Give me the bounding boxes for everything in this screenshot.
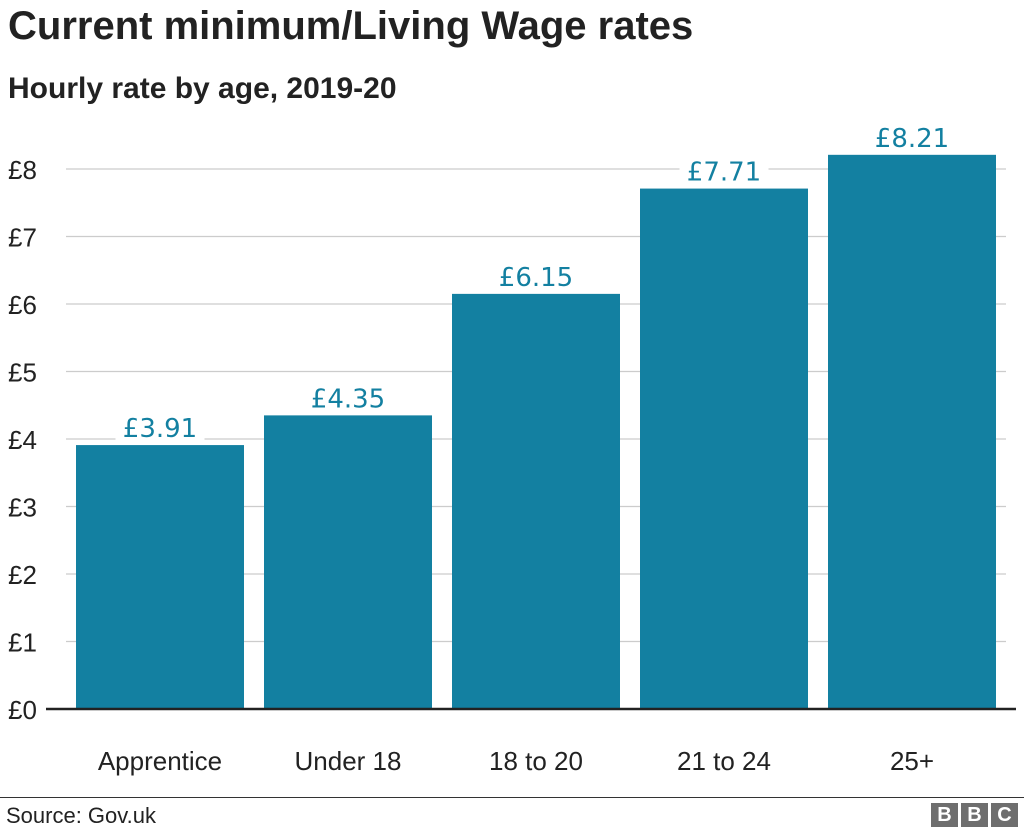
source-note: Source: Gov.uk bbox=[6, 803, 156, 828]
chart-title: Current minimum/Living Wage rates bbox=[8, 4, 694, 48]
y-tick-label: £4 bbox=[8, 425, 37, 455]
y-tick-label: £7 bbox=[8, 223, 37, 253]
data-label-background bbox=[303, 384, 393, 412]
logo-letter-b2: B bbox=[961, 803, 988, 827]
x-tick-label: 25+ bbox=[890, 746, 934, 776]
logo-letter-c: C bbox=[991, 803, 1018, 827]
bar-chart: £0 £1 £2 £3 £4 £5 £6 £7 £8 £3.91 Apprentice £4.35 Un… bbox=[8, 123, 1016, 776]
bar bbox=[76, 445, 244, 709]
x-tick-label: 18 to 20 bbox=[489, 746, 583, 776]
bar bbox=[452, 293, 620, 709]
y-tick-label: £0 bbox=[8, 695, 37, 725]
data-label: £8.21 bbox=[875, 124, 949, 154]
bbc-logo: B B C bbox=[931, 803, 1018, 827]
x-tick-label: Under 18 bbox=[295, 746, 402, 776]
data-label-background bbox=[867, 123, 957, 151]
bar bbox=[264, 415, 432, 709]
data-label-background bbox=[491, 262, 581, 290]
bar bbox=[640, 188, 808, 709]
data-label-background bbox=[679, 157, 769, 185]
data-label: £7.71 bbox=[687, 158, 761, 188]
footer-divider bbox=[0, 797, 1024, 798]
bar bbox=[828, 154, 996, 709]
data-label: £4.35 bbox=[311, 384, 385, 414]
y-tick-label: £3 bbox=[8, 493, 37, 523]
x-tick-label: Apprentice bbox=[98, 746, 222, 776]
data-label: £6.15 bbox=[499, 263, 573, 293]
logo-letter-b1: B bbox=[931, 803, 958, 827]
y-tick-label: £5 bbox=[8, 358, 37, 388]
y-tick-label: £8 bbox=[8, 155, 37, 185]
x-tick-label: 21 to 24 bbox=[677, 746, 771, 776]
data-label: £3.91 bbox=[123, 414, 197, 444]
y-tick-label: £1 bbox=[8, 628, 37, 658]
y-tick-label: £2 bbox=[8, 560, 37, 590]
y-tick-label: £6 bbox=[8, 290, 37, 320]
chart-subtitle: Hourly rate by age, 2019-20 bbox=[8, 72, 397, 105]
data-label-background bbox=[115, 414, 205, 442]
